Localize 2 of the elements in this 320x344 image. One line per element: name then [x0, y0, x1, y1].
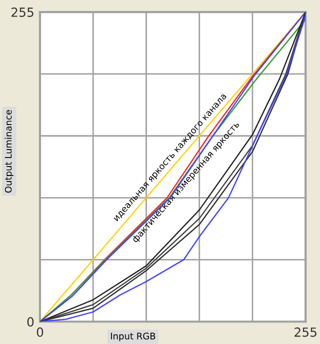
y-axis-title: Output Luminance — [4, 110, 14, 193]
x-axis-title: Input RGB — [110, 332, 156, 342]
